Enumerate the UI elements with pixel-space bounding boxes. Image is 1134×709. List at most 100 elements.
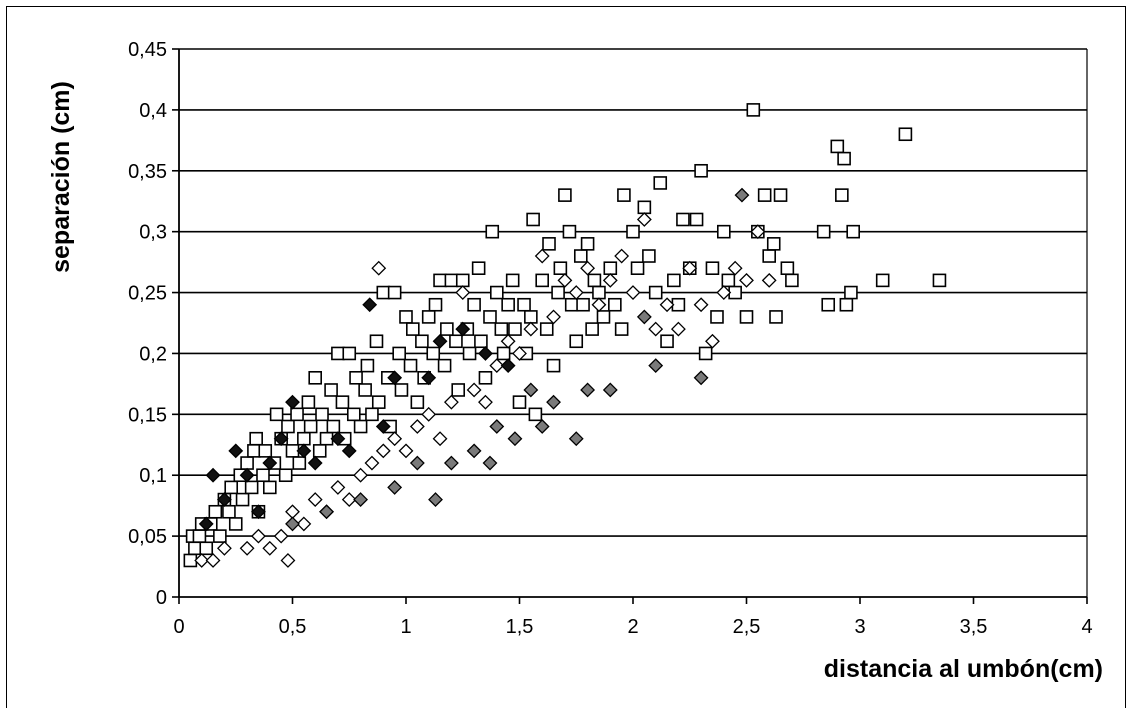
data-point-square [376, 285, 391, 300]
data-point-square [653, 176, 668, 190]
data-point-diamond [228, 443, 244, 459]
data-point-square [387, 285, 402, 300]
data-point-square [585, 322, 599, 336]
x-tick-label: 0 [173, 616, 184, 638]
data-point-square [426, 346, 441, 361]
data-point-diamond [428, 492, 443, 507]
data-point-diamond [636, 309, 652, 325]
data-point-square [399, 310, 413, 324]
data-point-diamond [602, 382, 618, 398]
y-tick-labels: 0 0,05 0,1 0,15 0,2 0,25 0,3 0,35 0,4 0,45 [128, 39, 167, 609]
data-point-diamond [262, 540, 278, 556]
data-point-square [249, 431, 263, 446]
data-point-diamond [534, 248, 550, 264]
data-point-square [483, 310, 497, 324]
data-point-diamond [580, 382, 596, 398]
data-point-diamond [512, 346, 527, 361]
y-tick-label: 0,4 [139, 100, 167, 122]
data-point-diamond [205, 553, 221, 568]
data-point-square [526, 212, 540, 227]
data-point-diamond [409, 419, 425, 434]
data-point-square [315, 407, 329, 422]
data-point-square [312, 444, 327, 458]
data-point-diamond [489, 419, 505, 434]
data-point-square [222, 504, 236, 519]
data-point-diamond [362, 297, 378, 313]
y-tick-label: 0,1 [139, 465, 167, 487]
data-point-diamond [421, 370, 437, 386]
x-tick-label: 1,5 [506, 616, 534, 638]
data-point-square [297, 431, 311, 446]
data-point-diamond [455, 285, 471, 300]
data-point-diamond [478, 394, 493, 410]
data-point-diamond [727, 260, 743, 276]
data-point-diamond [693, 297, 709, 313]
data-point-diamond [364, 455, 380, 471]
data-point-diamond [546, 309, 561, 325]
data-point-square [213, 529, 227, 543]
x-axis-title: distancia al umbón(cm) [824, 655, 1103, 683]
data-point-diamond [387, 370, 403, 386]
data-point-diamond [387, 431, 403, 447]
data-point-square [474, 334, 488, 349]
data-point-square [558, 188, 572, 202]
data-point-diamond [636, 212, 652, 227]
data-point-square [614, 322, 629, 336]
data-point-diamond [482, 455, 498, 471]
data-point-square [573, 249, 588, 263]
data-point-diamond [280, 553, 296, 568]
data-point-square [303, 419, 318, 434]
data-point-square [821, 297, 836, 312]
data-point-diamond [432, 431, 448, 447]
data-point-square [440, 322, 454, 336]
data-point-square [208, 504, 223, 519]
data-point-square [326, 419, 341, 434]
data-point-square [705, 261, 720, 275]
data-point-diamond [296, 516, 312, 532]
y-tick-label: 0,25 [128, 283, 167, 305]
data-point-diamond [262, 455, 278, 471]
data-point-square [360, 358, 375, 373]
data-point-square [269, 407, 284, 422]
x-tick-label: 3 [854, 616, 865, 638]
axes [172, 48, 1088, 604]
x-tick-label: 3,5 [960, 616, 988, 638]
data-point-diamond [216, 540, 232, 556]
data-point-square [617, 188, 631, 202]
data-point-diamond [648, 321, 664, 337]
data-point-square [553, 261, 568, 275]
chart-frame: 0 0,05 0,1 0,15 0,2 0,25 0,3 0,35 0,4 0,45 0 0,5 1 1… [6, 6, 1126, 708]
data-point-diamond [307, 492, 323, 507]
y-tick-label: 0,3 [139, 222, 167, 244]
data-point-square [637, 200, 652, 215]
data-point-square [528, 407, 543, 422]
data-point-diamond [489, 358, 505, 374]
x-tick-label: 2 [627, 616, 638, 638]
data-point-square [698, 346, 713, 361]
y-tick-label: 0,45 [128, 39, 167, 61]
data-point-square [292, 456, 307, 470]
data-point-square [932, 273, 947, 288]
data-point-diamond [478, 346, 493, 361]
data-point-diamond [614, 248, 630, 264]
data-point-square [676, 212, 690, 227]
data-point-square [716, 224, 731, 239]
data-point-square [421, 310, 436, 324]
data-point-square [694, 163, 708, 178]
data-point-square [517, 297, 531, 312]
data-point-square [247, 444, 261, 458]
data-point-diamond [421, 406, 437, 422]
data-point-square [569, 334, 584, 349]
data-point-square [353, 419, 368, 434]
data-points [183, 103, 947, 568]
data-point-diamond [273, 528, 289, 544]
data-point-square [898, 127, 913, 142]
data-point-diamond [251, 504, 266, 520]
y-tick-label: 0,35 [128, 161, 167, 183]
data-point-diamond [285, 516, 300, 532]
data-point-square [369, 334, 384, 349]
data-point-square [710, 310, 724, 324]
data-point-diamond [693, 370, 709, 386]
data-point-square [331, 346, 345, 361]
data-point-square [290, 407, 304, 422]
